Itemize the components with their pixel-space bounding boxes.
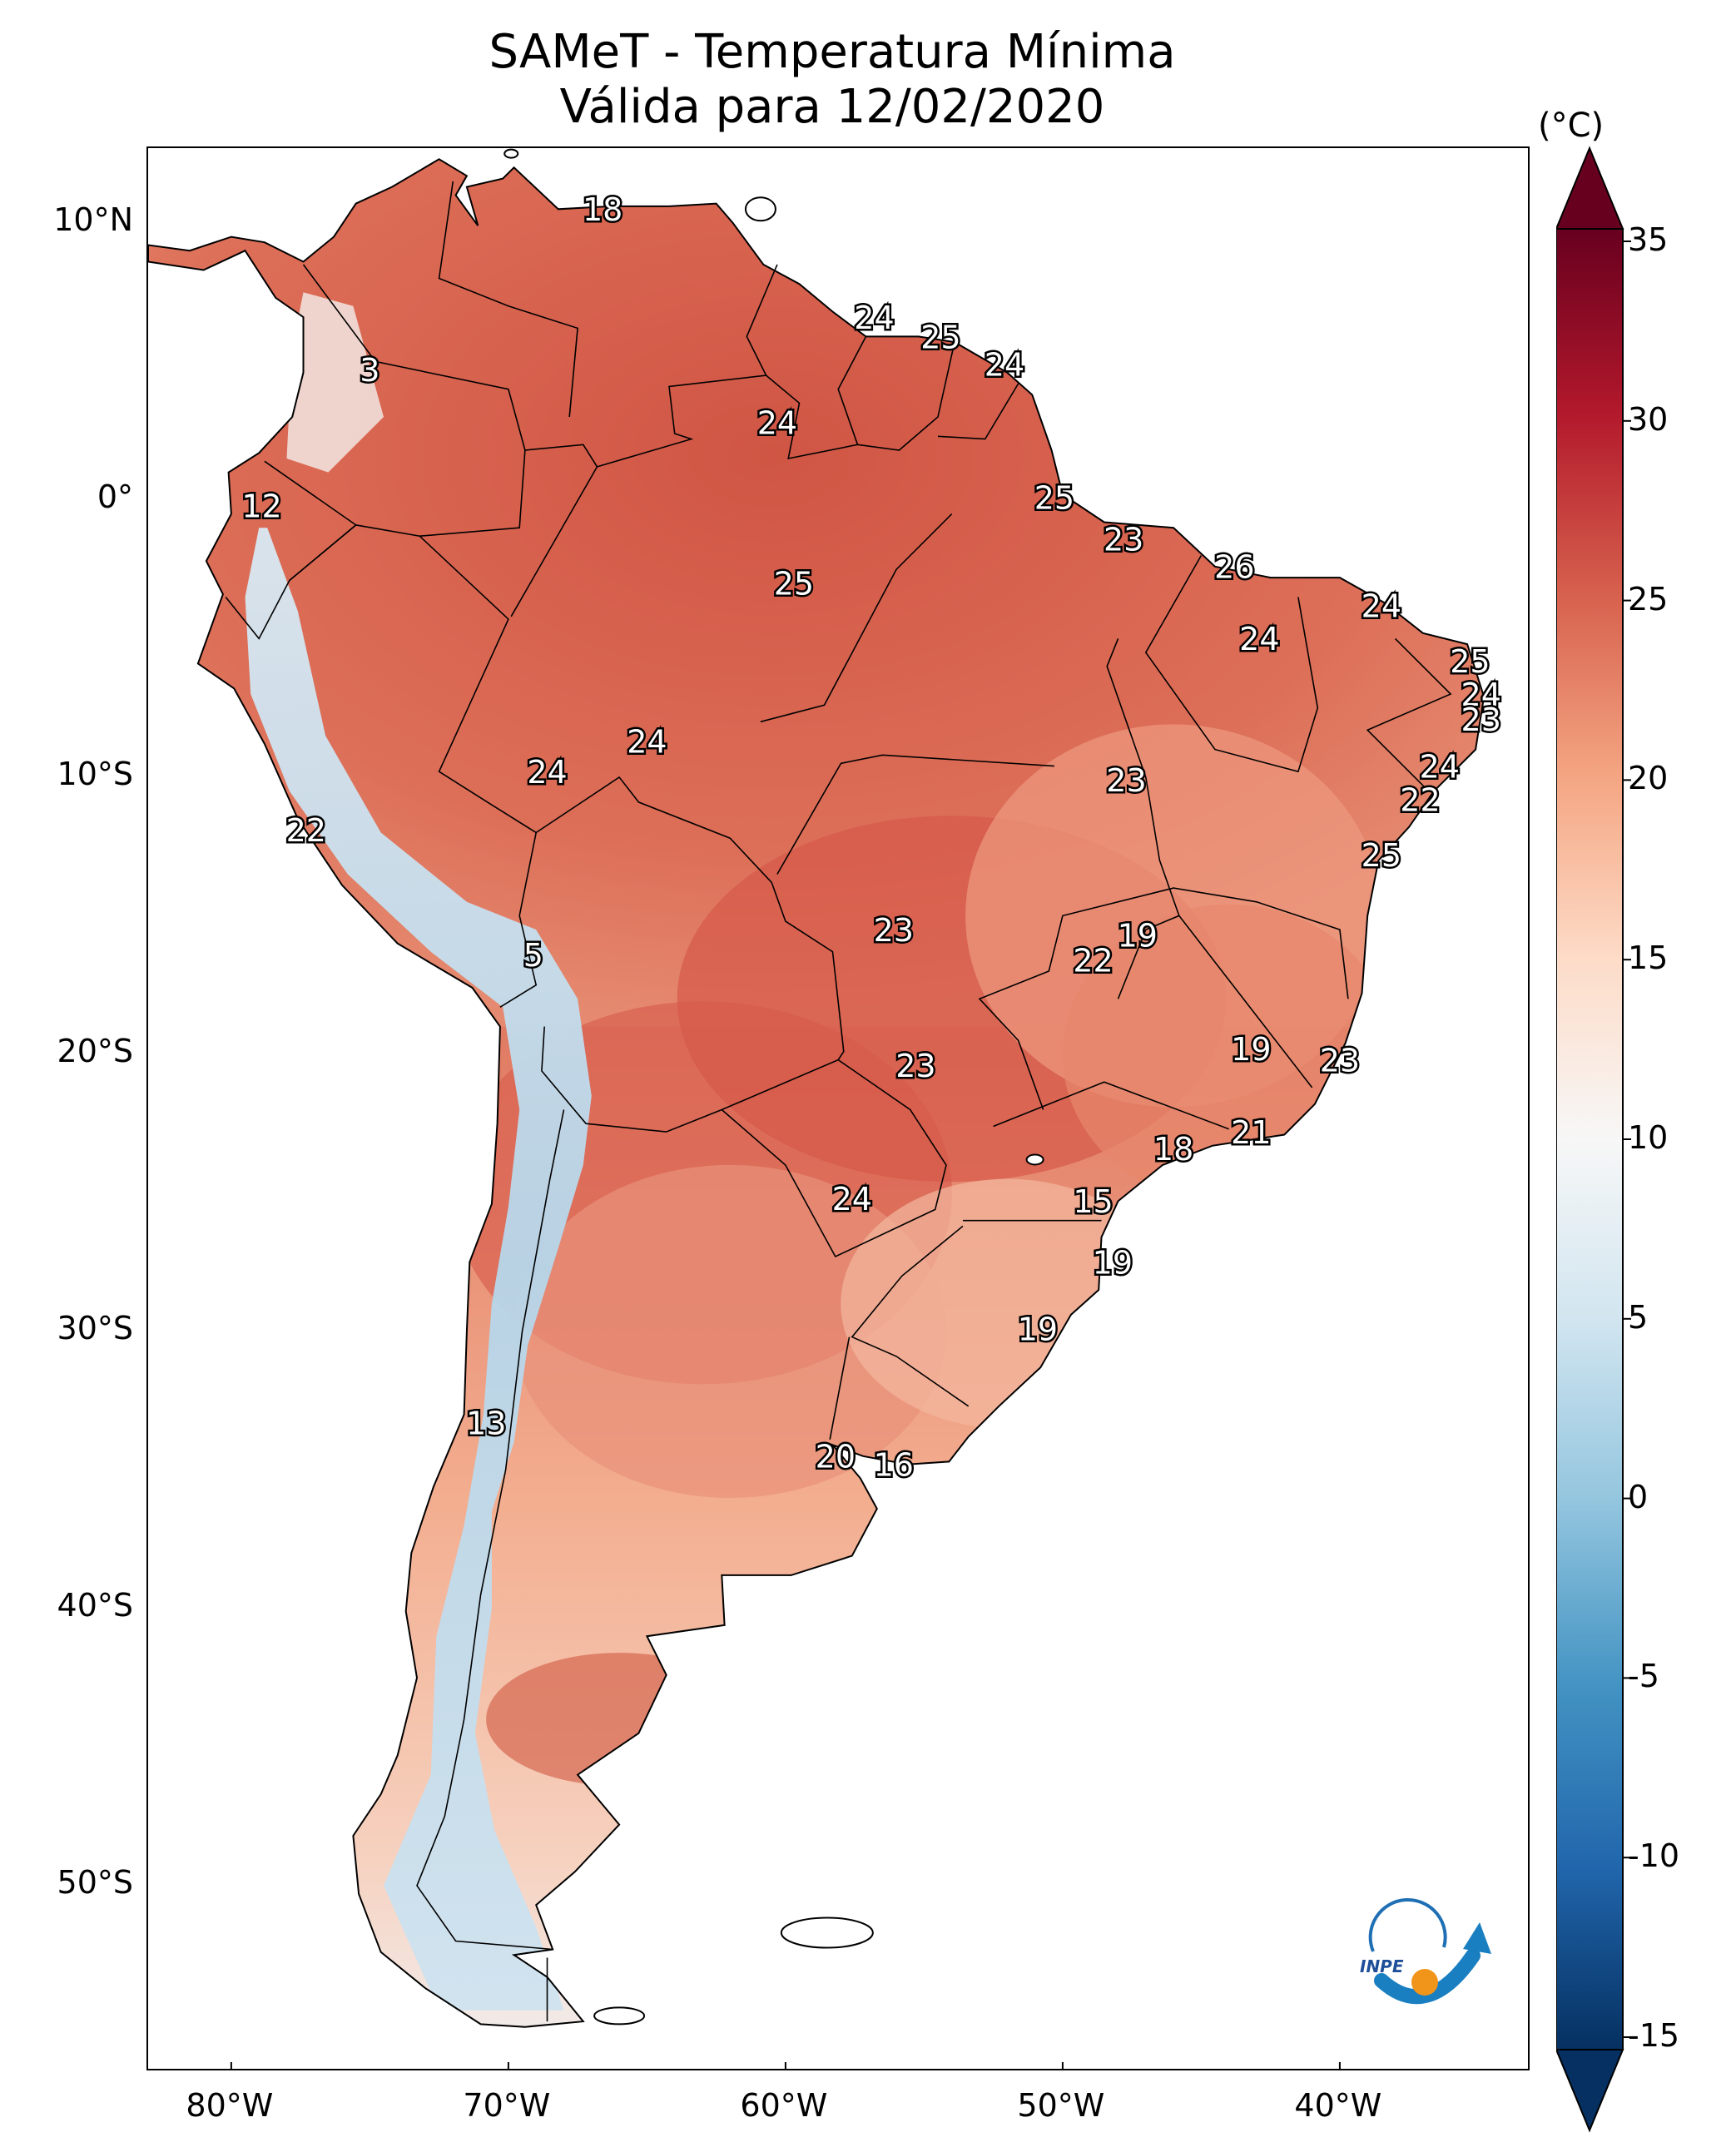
station-value-label: 18 bbox=[583, 191, 622, 228]
station-value-label: 19 bbox=[1118, 918, 1158, 955]
station-value-label: 24 bbox=[1239, 621, 1279, 657]
latitude-tick-label: 30°S bbox=[57, 1309, 133, 1346]
station-value-label: 23 bbox=[1461, 702, 1501, 738]
station-value-label: 26 bbox=[1214, 549, 1254, 586]
station-value-label: 20 bbox=[816, 1439, 856, 1475]
station-value-label: 16 bbox=[874, 1447, 914, 1484]
station-value-label: 19 bbox=[1231, 1031, 1271, 1068]
map-panel: 18 3 24 25 24 24 12 25 23 26 25 24 24 25 24 23 24 24 23 24 2… bbox=[146, 146, 1530, 2070]
station-value-label: 25 bbox=[920, 319, 960, 355]
title-line-1: SAMeT - Temperatura Mínima bbox=[489, 25, 1176, 79]
station-value-label: 24 bbox=[1362, 588, 1401, 624]
colorbar-tick-label: 10 bbox=[1628, 1119, 1669, 1156]
station-value-label: 22 bbox=[1400, 781, 1440, 818]
longitude-tick-label: 70°W bbox=[463, 2087, 551, 2124]
station-value-label: 24 bbox=[1461, 677, 1501, 713]
colorbar-tick-label: -5 bbox=[1628, 1658, 1659, 1695]
colorbar-tick-label: -15 bbox=[1628, 2017, 1680, 2054]
station-value-label: 18 bbox=[1153, 1131, 1193, 1168]
inpe-logo: INPE bbox=[1360, 1897, 1491, 2005]
latitude-tick-label: 10°N bbox=[53, 201, 133, 238]
station-value-label: 24 bbox=[527, 754, 567, 791]
colorbar-unit: (°C) bbox=[1538, 107, 1605, 145]
logo-arrow-icon bbox=[1463, 1922, 1491, 1954]
station-value-label: 19 bbox=[1018, 1311, 1058, 1347]
station-value-label: 25 bbox=[1034, 479, 1074, 516]
station-value-label: 24 bbox=[854, 300, 894, 336]
logo-sun-icon bbox=[1411, 1969, 1438, 1996]
latitude-tick-label: 20°S bbox=[57, 1032, 133, 1069]
station-value-label: 23 bbox=[874, 912, 914, 949]
station-value-label: 24 bbox=[627, 723, 667, 760]
colorbar-tick-label: 30 bbox=[1628, 400, 1669, 438]
station-value-label: 24 bbox=[985, 347, 1024, 384]
station-value-label: 22 bbox=[286, 812, 326, 849]
colorbar-tick-marks bbox=[1623, 240, 1631, 2038]
latitude-tick-label: 40°S bbox=[57, 1586, 133, 1624]
colorbar-tick-label: 20 bbox=[1628, 760, 1669, 797]
station-value-label: 3 bbox=[360, 352, 379, 389]
longitude-tick-label: 60°W bbox=[740, 2087, 828, 2124]
station-value-label: 25 bbox=[1450, 643, 1490, 680]
station-value-label: 12 bbox=[241, 488, 281, 524]
title-line-2: Válida para 12/02/2020 bbox=[559, 80, 1105, 134]
station-value-label: 13 bbox=[466, 1406, 506, 1442]
colorbar-extend-bottom bbox=[1556, 2049, 1624, 2133]
colorbar-tick-label: -10 bbox=[1628, 1837, 1680, 1875]
country-borders bbox=[225, 181, 1452, 2022]
station-value-label: 25 bbox=[1362, 837, 1401, 874]
latitude-tick-label: 0° bbox=[97, 478, 133, 515]
colorbar-tick-label: 0 bbox=[1628, 1478, 1649, 1515]
station-value-label: 23 bbox=[1106, 762, 1146, 799]
latitude-tick-label: 10°S bbox=[57, 755, 133, 792]
temperature-fill bbox=[148, 159, 1485, 2027]
station-value-label: 5 bbox=[523, 937, 543, 974]
logo-text: INPE bbox=[1360, 1956, 1404, 1976]
station-value-label: 23 bbox=[1320, 1042, 1360, 1078]
colorbar bbox=[1556, 146, 1631, 2133]
station-value-label: 24 bbox=[757, 405, 797, 442]
longitude-tick-label: 80°W bbox=[186, 2087, 274, 2124]
logo-arc-icon bbox=[1368, 1897, 1447, 1952]
longitude-tick-label: 40°W bbox=[1294, 2087, 1382, 2124]
colorbar-body bbox=[1556, 228, 1624, 2050]
station-value-label: 15 bbox=[1073, 1183, 1113, 1220]
station-value-label: 25 bbox=[774, 566, 814, 602]
station-value-label: 23 bbox=[1104, 521, 1143, 558]
colorbar-extend-top bbox=[1556, 146, 1624, 230]
map-title: SAMeT - Temperatura Mínima Válida para 1… bbox=[0, 25, 1664, 135]
colorbar-tick-label: 5 bbox=[1628, 1298, 1649, 1336]
station-value-label: 22 bbox=[1073, 943, 1113, 979]
continent-temperature-field bbox=[148, 148, 1486, 2028]
station-value-label: 19 bbox=[1093, 1244, 1133, 1281]
station-value-label: 24 bbox=[832, 1181, 872, 1217]
longitude-tick-label: 50°W bbox=[1017, 2087, 1105, 2124]
latitude-tick-label: 50°S bbox=[57, 1863, 133, 1901]
station-value-label: 23 bbox=[895, 1048, 935, 1084]
colorbar-tick-label: 15 bbox=[1628, 940, 1669, 977]
colorbar-tick-label: 25 bbox=[1628, 580, 1669, 617]
station-value-label: 21 bbox=[1231, 1114, 1271, 1151]
colorbar-tick-label: 35 bbox=[1628, 221, 1669, 258]
station-value-label: 24 bbox=[1420, 748, 1460, 785]
